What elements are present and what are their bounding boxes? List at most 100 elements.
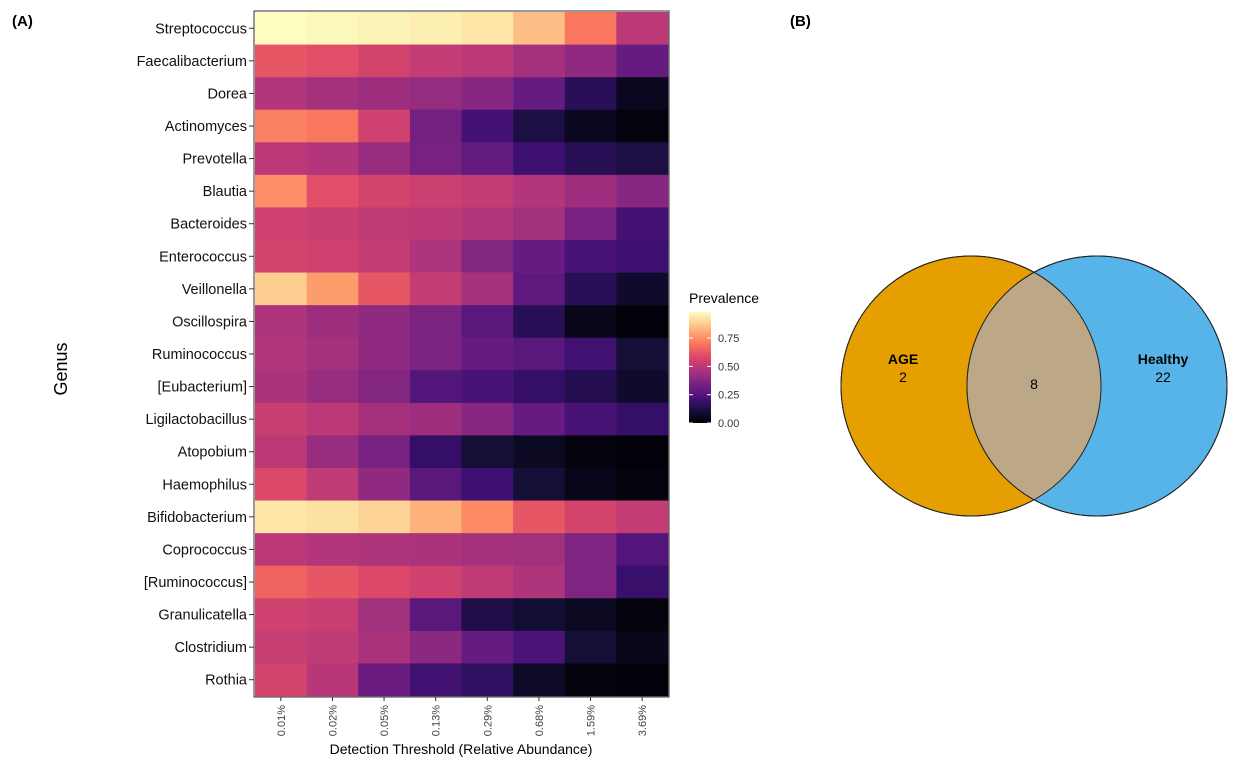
- heatmap-cell: [513, 305, 566, 339]
- heatmap-cell: [306, 630, 359, 664]
- heatmap-cell: [358, 174, 411, 208]
- heatmap-cell: [616, 77, 669, 111]
- heatmap-cell: [461, 663, 514, 697]
- heatmap-cell: [255, 533, 307, 567]
- heatmap-cell: [564, 109, 617, 143]
- heatmap-cell: [461, 630, 514, 664]
- heatmap-cell: [513, 500, 566, 534]
- heatmap-cell: [255, 663, 307, 697]
- heatmap-cell: [255, 468, 307, 501]
- heatmap-cell: [513, 12, 566, 45]
- heatmap-cell: [513, 435, 566, 469]
- heatmap-cell: [306, 77, 359, 111]
- heatmap-cell: [616, 598, 669, 632]
- heatmap-cell: [306, 272, 359, 306]
- heatmap-cell: [409, 44, 462, 78]
- heatmap-cell: [358, 109, 411, 143]
- venn-intersection-count: 8: [1030, 376, 1038, 392]
- heatmap-cell: [461, 500, 514, 534]
- heatmap-cell: [564, 207, 617, 241]
- y-tick-label: Bifidobacterium: [147, 510, 247, 526]
- heatmap-cell: [513, 142, 566, 176]
- y-tick-label: Oscillospira: [172, 314, 248, 330]
- heatmap-cell: [564, 500, 617, 534]
- heatmap-cell: [409, 500, 462, 534]
- x-tick-label: 0.01%: [276, 705, 288, 736]
- x-tick-label: 0.68%: [534, 705, 546, 736]
- y-tick-label: Streptococcus: [155, 21, 247, 37]
- y-tick-label: Ruminococcus: [152, 347, 247, 363]
- y-tick-label: Haemophilus: [162, 477, 247, 493]
- heatmap-cell: [255, 500, 307, 534]
- heatmap-cell: [616, 435, 669, 469]
- heatmap-cell: [564, 468, 617, 501]
- y-tick-label: Granulicatella: [158, 608, 248, 624]
- heatmap-cell: [461, 435, 514, 469]
- heatmap-cell: [306, 337, 359, 371]
- heatmap-cell: [358, 272, 411, 306]
- y-tick-label: Coprococcus: [162, 542, 247, 558]
- heatmap-cell: [461, 240, 514, 273]
- heatmap-cell: [306, 402, 359, 436]
- heatmap-cell: [358, 402, 411, 436]
- heatmap-cell: [513, 109, 566, 143]
- heatmap-cell: [616, 207, 669, 241]
- panel-b-label: (B): [790, 13, 811, 30]
- heatmap-cell: [358, 240, 411, 273]
- heatmap-cell: [306, 142, 359, 176]
- heatmap-cell: [513, 174, 566, 208]
- heatmap-cell: [461, 207, 514, 241]
- heatmap-cell: [409, 565, 462, 599]
- heatmap-cell: [616, 630, 669, 664]
- heatmap-cell: [564, 142, 617, 176]
- heatmap-cell: [616, 370, 669, 404]
- heatmap-cell: [255, 435, 307, 469]
- heatmap-cell: [306, 598, 359, 632]
- heatmap-cell: [564, 598, 617, 632]
- heatmap-cell: [564, 305, 617, 339]
- heatmap-cell: [409, 272, 462, 306]
- legend-tick-label: 0.75: [718, 333, 739, 345]
- heatmap-cell: [616, 240, 669, 273]
- heatmap-cell: [461, 174, 514, 208]
- heatmap-cell: [461, 77, 514, 111]
- heatmap-cell: [616, 174, 669, 208]
- heatmap-cell: [461, 12, 514, 45]
- heatmap-cell: [409, 468, 462, 501]
- heatmap-cell: [616, 109, 669, 143]
- y-tick-label: Atopobium: [178, 445, 247, 461]
- heatmap-cell: [616, 12, 669, 45]
- heatmap-cell: [306, 174, 359, 208]
- heatmap-cell: [255, 630, 307, 664]
- heatmap-cell: [255, 272, 307, 306]
- heatmap-cell: [306, 500, 359, 534]
- heatmap-cell: [616, 533, 669, 567]
- heatmap-cell: [513, 565, 566, 599]
- heatmap-cell: [255, 565, 307, 599]
- venn-intersection: [967, 256, 1101, 516]
- x-axis-title: Detection Threshold (Relative Abundance): [330, 741, 593, 757]
- y-tick-label: Actinomyces: [165, 119, 247, 135]
- heatmap-cell: [358, 598, 411, 632]
- heatmap-cell: [513, 272, 566, 306]
- heatmap-cell: [564, 533, 617, 567]
- heatmap-chart: Streptococcus Faecalibacterium Dorea Actino…: [51, 10, 670, 757]
- y-tick-label: Enterococcus: [159, 249, 247, 265]
- x-tick-label: 0.13%: [431, 705, 443, 736]
- heatmap-cell: [306, 305, 359, 339]
- heatmap-cell: [409, 142, 462, 176]
- heatmap-cell: [461, 142, 514, 176]
- legend-colorbar: [689, 312, 711, 423]
- heatmap-cell: [513, 337, 566, 371]
- heatmap-cell: [306, 533, 359, 567]
- panel-a-label: (A): [12, 13, 33, 30]
- heatmap-cell: [513, 630, 566, 664]
- heatmap-cell: [461, 370, 514, 404]
- y-tick-label: Ligilactobacillus: [145, 412, 247, 428]
- heatmap-cell: [306, 435, 359, 469]
- heatmap-cell: [409, 240, 462, 273]
- heatmap-cell: [255, 370, 307, 404]
- heatmap-cell: [616, 402, 669, 436]
- heatmap-cell: [409, 207, 462, 241]
